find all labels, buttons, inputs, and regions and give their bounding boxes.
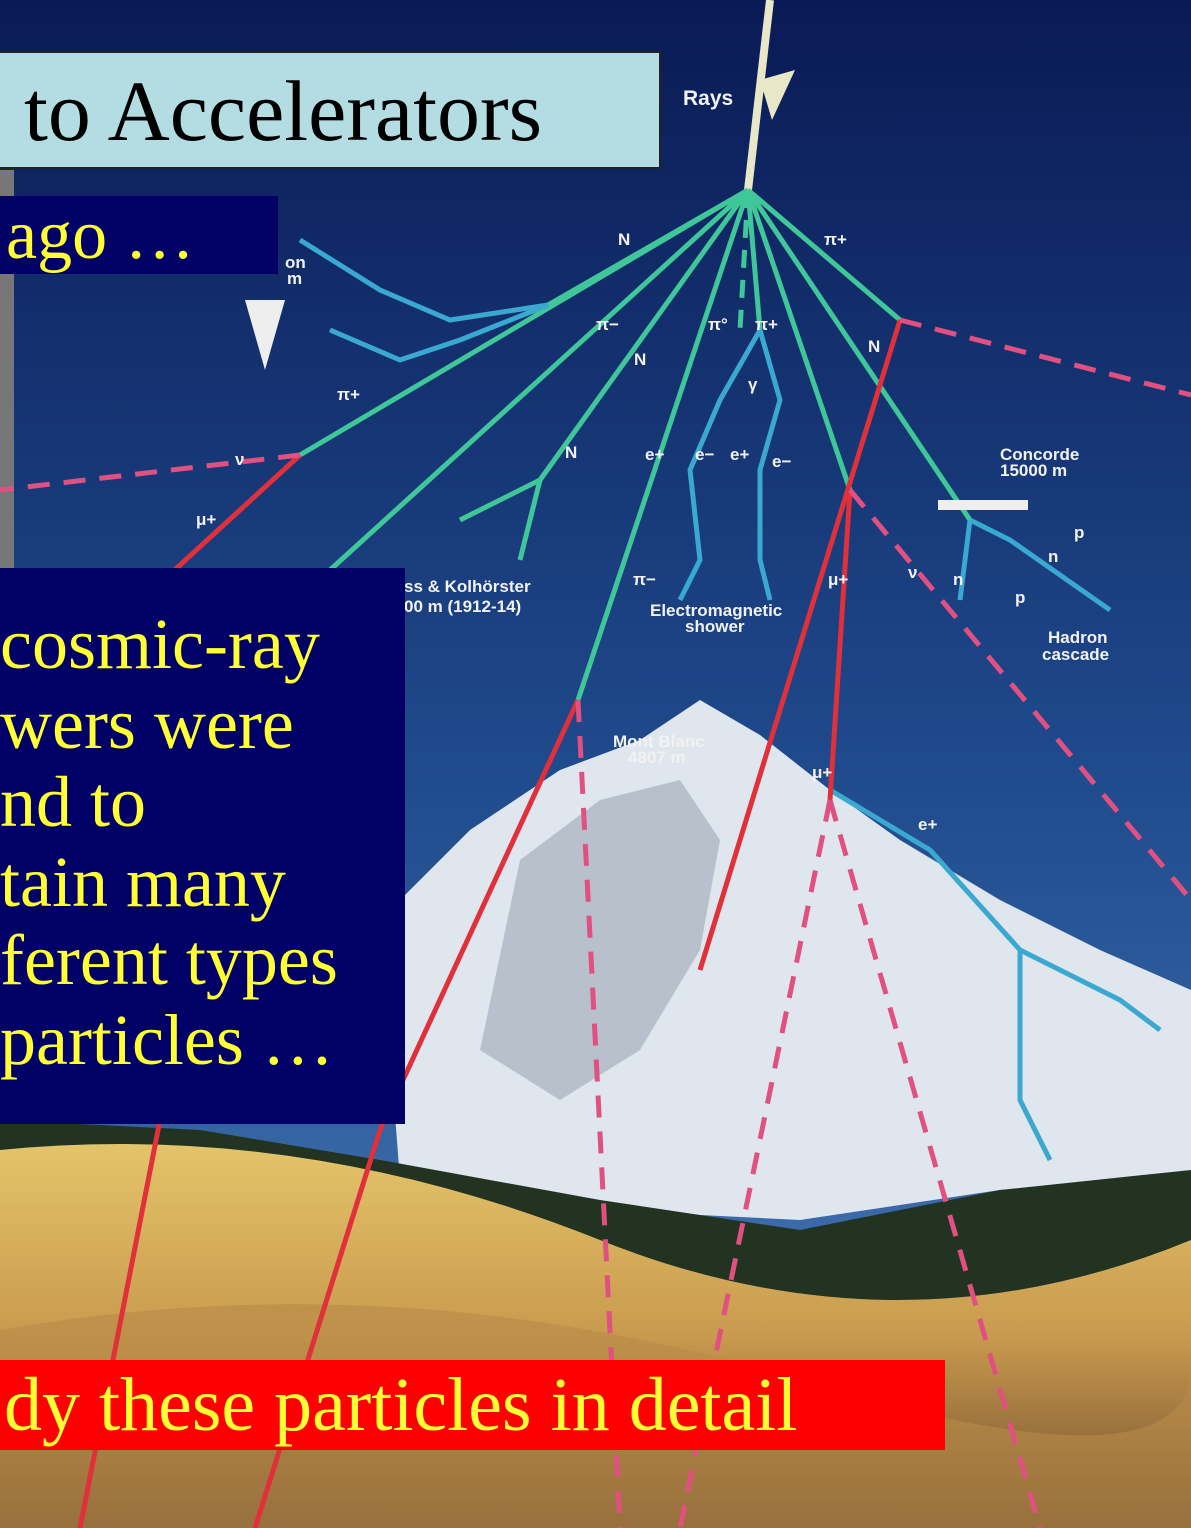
label: π° (708, 315, 728, 334)
label: N (634, 350, 646, 369)
label: cascade (1042, 645, 1109, 664)
label: π− (633, 570, 656, 589)
label: e+ (730, 445, 749, 464)
body-line: ferent types (0, 920, 338, 1000)
intro-box: ago … (0, 196, 278, 274)
label: p (1015, 588, 1025, 607)
body-line: particles … (0, 1000, 334, 1080)
label: ss & Kolhörster (404, 577, 531, 596)
title-box: to Accelerators (0, 52, 660, 168)
label: m (287, 269, 302, 288)
banner-text: dy these particles in detail (4, 1363, 798, 1447)
label: π+ (337, 385, 360, 404)
body-line: nd to (0, 762, 146, 842)
label: μ+ (812, 763, 832, 782)
label: n (1048, 547, 1058, 566)
label: γ (748, 375, 758, 394)
label: e− (772, 452, 791, 471)
label: n (953, 570, 963, 589)
intro-text: ago … (6, 197, 195, 274)
label: 15000 m (1000, 461, 1067, 480)
title: to Accelerators (24, 63, 542, 159)
label: π+ (755, 315, 778, 334)
body-line: cosmic-ray (0, 604, 320, 684)
banner-box: dy these particles in detail (0, 1360, 945, 1450)
label: μ+ (196, 510, 216, 529)
body-box: cosmic-ray wers were nd to tain many fer… (0, 568, 405, 1124)
label: N (868, 337, 880, 356)
slide: Rays on m N π+ π− π° π+ N N γ π+ ν N e+ … (0, 0, 1191, 1528)
label: N (565, 443, 577, 462)
label: e− (695, 445, 714, 464)
label: ν (235, 450, 244, 469)
label: p (1074, 523, 1084, 542)
label: 00 m (1912-14) (404, 597, 521, 616)
label: N (618, 230, 630, 249)
label: e+ (645, 445, 664, 464)
label: 4807 m (628, 748, 686, 767)
label: π+ (824, 230, 847, 249)
label: π− (596, 315, 619, 334)
label: e+ (918, 815, 937, 834)
label: ν (908, 563, 917, 582)
body-line: wers were (0, 684, 294, 764)
label: shower (685, 617, 745, 636)
body-line: tain many (0, 842, 286, 922)
label: Rays (683, 87, 733, 110)
label: μ+ (828, 570, 848, 589)
